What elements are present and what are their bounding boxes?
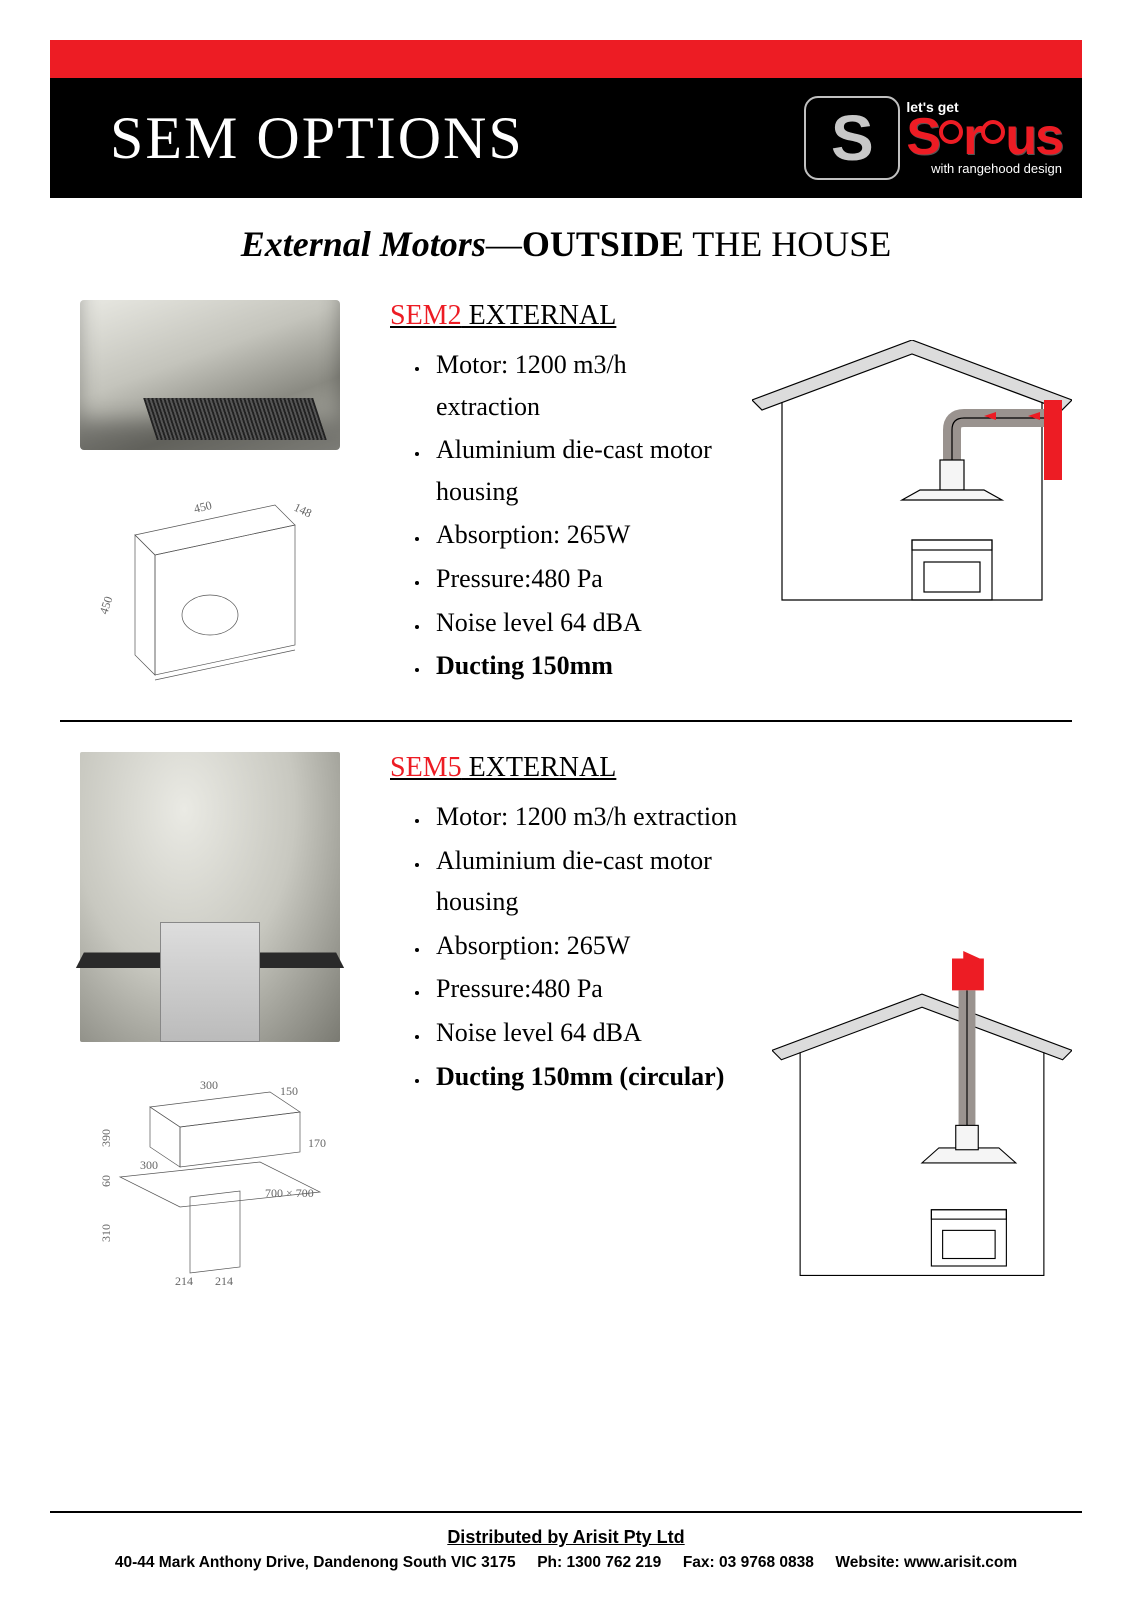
sem2-heading: SEM2 EXTERNAL [390,300,722,332]
svg-text:300: 300 [200,1078,218,1092]
page-title: SEM OPTIONS [110,104,524,173]
spec-item: Pressure:480 Pa [430,558,722,600]
svg-text:214: 214 [215,1274,233,1287]
svg-text:310: 310 [99,1224,113,1242]
sem5-heading-rest: EXTERNAL [462,752,617,783]
top-red-banner [50,40,1082,78]
svg-text:700 × 700: 700 × 700 [265,1186,314,1200]
footer-fax: 03 9768 0838 [719,1554,814,1571]
footer-fax-label: Fax: [683,1554,715,1571]
sem5-content: SEM5 EXTERNAL Motor: 1200 m3/h extractio… [390,752,1072,1287]
sem2-content: SEM2 EXTERNAL Motor: 1200 m3/h extractio… [390,300,1072,695]
spec-item: Ducting 150mm [430,645,722,687]
spec-item: Noise level 64 dBA [430,1012,742,1054]
section-divider [60,720,1072,722]
svg-text:170: 170 [308,1136,326,1150]
svg-text:148: 148 [292,500,314,520]
spec-item: Motor: 1200 m3/h extraction [430,796,742,838]
spec-item: Absorption: 265W [430,925,742,967]
footer-web-label: Website: [835,1554,899,1571]
sem5-schematic: 300 150 390 60 310 300 700 × 700 214 214… [70,1067,350,1287]
footer-ph: 1300 762 219 [566,1554,661,1571]
sem2-model: SEM2 [390,300,462,331]
spec-item: Ducting 150mm (circular) [430,1056,742,1098]
sem2-photo [80,300,340,450]
spec-item: Aluminium die-cast motor housing [430,840,742,923]
sem2-heading-rest: EXTERNAL [462,300,617,331]
sem5-images: 300 150 390 60 310 300 700 × 700 214 214… [60,752,360,1287]
svg-text:450: 450 [192,498,213,516]
sem5-model: SEM5 [390,752,462,783]
sem5-specs: Motor: 1200 m3/h extractionAluminium die… [390,796,742,1099]
sem5-section: 300 150 390 60 310 300 700 × 700 214 214… [50,752,1082,1312]
svg-text:300: 300 [140,1158,158,1172]
sem2-images: 450 450 148 [60,300,360,695]
sem5-photo [80,752,340,1042]
svg-text:150: 150 [280,1084,298,1098]
svg-text:450: 450 [97,594,116,615]
subtitle: External Motors—OUTSIDE THE HOUSE [50,223,1082,265]
footer-contact-row: 40-44 Mark Anthony Drive, Dandenong Sout… [115,1554,1017,1571]
sirius-logo: S let's get Srus with rangehood design [804,96,1062,180]
sem2-specs: Motor: 1200 m3/h extractionAluminium die… [390,344,722,687]
subtitle-italic: External Motors [241,224,486,264]
sem2-section: 450 450 148 SEM2 EXTERNAL Motor: 1200 m3… [50,300,1082,720]
sem2-house-diagram [752,340,1072,610]
subtitle-dash: — [486,224,522,264]
sem5-heading: SEM5 EXTERNAL [390,752,1072,784]
footer-ph-label: Ph: [537,1554,562,1571]
spec-item: Aluminium die-cast motor housing [430,429,722,512]
header-block: SEM OPTIONS S let's get Srus with rangeh… [50,78,1082,198]
s-badge-icon: S [804,96,900,180]
spec-item: Absorption: 265W [430,514,722,556]
sem5-house-diagram [772,946,1072,1286]
footer: Distributed by Arisit Pty Ltd 40-44 Mark… [50,1511,1082,1572]
spec-item: Pressure:480 Pa [430,968,742,1010]
subtitle-rest: THE HOUSE [684,224,891,264]
subtitle-bold: OUTSIDE [522,224,684,264]
svg-text:60: 60 [99,1175,113,1187]
spec-item: Motor: 1200 m3/h extraction [430,344,722,427]
spec-item: Noise level 64 dBA [430,602,722,644]
logo-brand: Srus [906,114,1062,161]
footer-web: www.arisit.com [904,1554,1017,1571]
footer-address: 40-44 Mark Anthony Drive, Dandenong Sout… [115,1554,516,1571]
svg-text:214: 214 [175,1274,193,1287]
sem2-schematic: 450 450 148 [95,475,325,695]
svg-text:390: 390 [99,1129,113,1147]
footer-distributed: Distributed by Arisit Pty Ltd [50,1527,1082,1548]
